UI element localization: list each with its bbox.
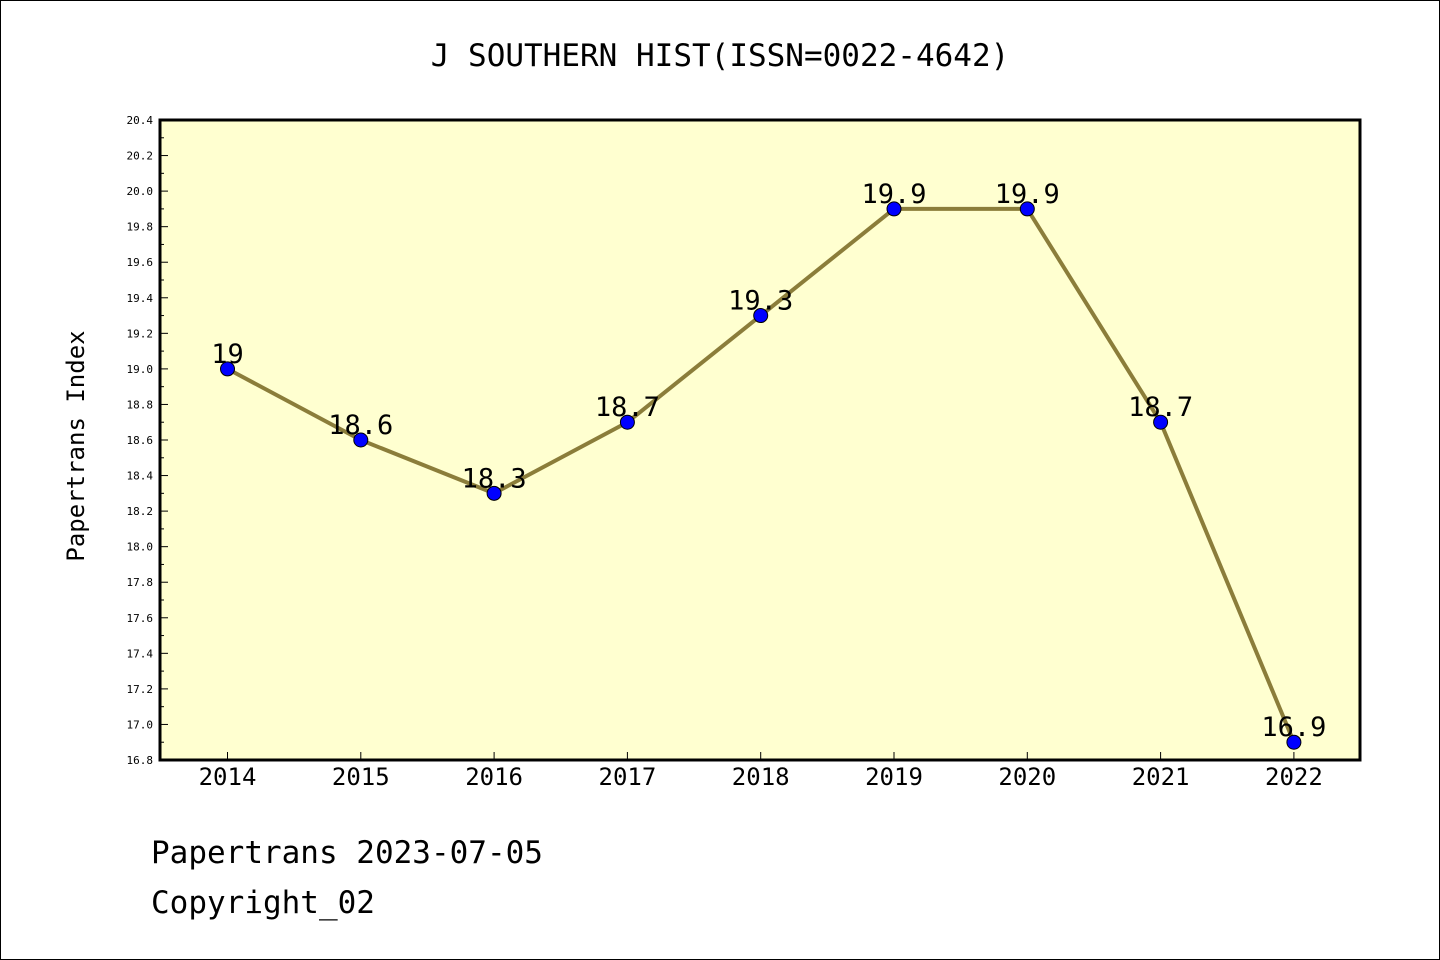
data-labels: 19 18.6 18.3 18.7 19.3 19.9 19.9 18.7 16.9 — [211, 179, 1326, 743]
y-axis-label: Papertrans Index — [62, 330, 90, 561]
data-point — [753, 308, 769, 324]
y-tick-label: 18.0 — [127, 541, 154, 554]
data-label: 18.6 — [328, 410, 393, 441]
data-label: 18.7 — [1128, 392, 1193, 423]
x-tick-label: 2020 — [998, 763, 1056, 791]
data-point — [1019, 201, 1035, 217]
data-point — [1286, 734, 1302, 750]
x-tick-label: 2021 — [1132, 763, 1190, 791]
y-tick-label: 17.6 — [127, 612, 154, 625]
data-point — [353, 432, 369, 448]
x-tick-label: 2017 — [599, 763, 657, 791]
y-tick-label: 20.4 — [127, 114, 154, 127]
footer-date-text: Papertrans 2023-07-05 — [151, 835, 543, 871]
y-tick-label: 19.2 — [127, 327, 154, 340]
y-axis-ticks: 16.8 17.0 17.2 17.4 17.6 17.8 18.0 18.2 18.4 18.6… — [127, 114, 168, 767]
y-tick-label: 20.0 — [127, 185, 154, 198]
y-tick-label: 20.2 — [127, 150, 154, 163]
x-tick-label: 2016 — [465, 763, 523, 791]
data-point — [1153, 414, 1169, 430]
data-label: 16.9 — [1261, 712, 1326, 743]
x-tick-label: 2018 — [732, 763, 790, 791]
footer-copyright-text: Copyright_02 — [151, 885, 375, 921]
y-tick-label: 18.2 — [127, 505, 154, 518]
y-tick-label: 19.0 — [127, 363, 154, 376]
y-tick-label: 16.8 — [127, 754, 154, 767]
data-label: 19.3 — [728, 286, 793, 317]
y-tick-label: 19.4 — [127, 292, 154, 305]
data-label: 19.9 — [861, 179, 926, 210]
data-points — [220, 201, 1302, 750]
x-tick-label: 2019 — [865, 763, 923, 791]
data-label: 18.7 — [595, 392, 660, 423]
data-point — [486, 485, 502, 501]
x-tick-label: 2015 — [332, 763, 390, 791]
y-tick-label: 18.4 — [127, 470, 154, 483]
x-axis-ticks: 2014 2015 2016 2017 2018 2019 2020 2021 2022 — [199, 752, 1323, 791]
chart-title: J SOUTHERN HIST(ISSN=0022-4642) — [431, 38, 1010, 74]
x-tick-label: 2022 — [1265, 763, 1323, 791]
data-point — [619, 414, 635, 430]
y-tick-label: 18.8 — [127, 398, 154, 411]
y-tick-label: 17.0 — [127, 718, 154, 731]
y-tick-label: 19.6 — [127, 256, 154, 269]
y-tick-label: 19.8 — [127, 221, 154, 234]
y-tick-label: 17.8 — [127, 576, 154, 589]
data-point — [886, 201, 902, 217]
data-label: 19 — [211, 339, 244, 370]
data-point — [220, 361, 235, 377]
y-tick-label: 17.2 — [127, 683, 154, 696]
y-tick-label: 17.4 — [127, 647, 154, 660]
data-label: 19.9 — [995, 179, 1060, 210]
x-tick-label: 2014 — [199, 763, 257, 791]
data-label: 18.3 — [462, 463, 527, 494]
y-tick-label: 18.6 — [127, 434, 154, 447]
